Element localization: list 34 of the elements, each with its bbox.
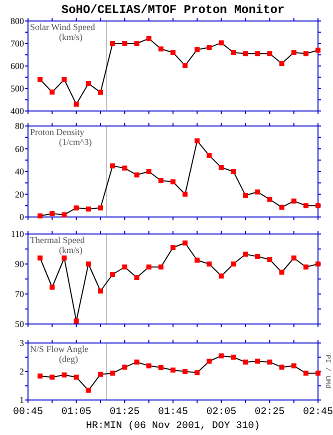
y-tick-label: 3 (20, 338, 24, 348)
x-tick-label: 02:05 (206, 407, 236, 418)
y-tick-label: 70 (15, 289, 24, 300)
chart-title: Proton Density (30, 127, 85, 137)
y-tick-label: 2 (20, 366, 24, 377)
chart-title: Thermal Speed (30, 235, 86, 245)
text: (km/s) (59, 245, 82, 255)
x-tick-label: 01:05 (61, 407, 92, 418)
text: SoHO/CELIAS/MTOF Proton Monitor (61, 3, 285, 17)
text: (1/cm^3) (59, 137, 92, 147)
y-tick-label: 110 (10, 229, 24, 240)
x-tick-label: 02:25 (254, 407, 285, 418)
chart-title: N/S Flow Angle (30, 344, 89, 354)
y-tick-label: 400 (10, 106, 24, 116)
text: (deg) (59, 354, 78, 364)
x-tick-label: 01:25 (110, 407, 140, 418)
x-tick-label: 01:45 (158, 407, 188, 418)
y-tick-label: 50 (15, 319, 24, 330)
y-tick-label: 40 (15, 166, 24, 177)
y-tick-label: 0 (20, 212, 24, 222)
x-axis-title: HR:MIN (06 Nov 2001, DOY 310) (86, 420, 260, 432)
y-tick-label: 90 (15, 259, 24, 270)
x-tick-label: 02:45 (302, 407, 333, 418)
y-tick-label: 800 (10, 16, 24, 26)
y-tick-label: 500 (10, 84, 24, 94)
text: (km/s) (59, 32, 82, 42)
chart-title: Solar Wind Speed (30, 22, 96, 32)
y-tick-label: 600 (10, 61, 24, 72)
x-tick-label: 00:45 (12, 407, 44, 418)
y-tick-label: 20 (15, 189, 24, 200)
y-tick-label: 1 (20, 395, 24, 406)
y-tick-label: 60 (15, 144, 24, 154)
y-tick-label: 700 (10, 38, 24, 49)
y-tick-label: 80 (15, 121, 24, 132)
